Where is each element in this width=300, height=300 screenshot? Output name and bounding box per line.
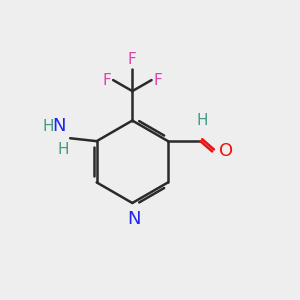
Text: H: H [57, 142, 68, 157]
Text: N: N [52, 117, 66, 135]
Text: F: F [128, 52, 137, 67]
Text: H: H [42, 119, 54, 134]
Text: F: F [102, 73, 111, 88]
Text: H: H [196, 113, 208, 128]
Text: F: F [154, 73, 163, 88]
Text: N: N [127, 210, 141, 228]
Text: O: O [219, 142, 233, 160]
